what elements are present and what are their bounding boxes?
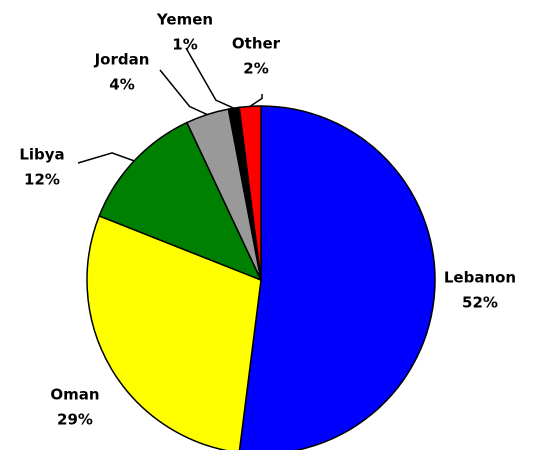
category-label: Jordan xyxy=(94,51,150,69)
pie-slice xyxy=(238,105,436,450)
leader-line xyxy=(159,69,208,116)
pie-slice xyxy=(86,214,262,450)
leader-line xyxy=(249,93,263,107)
category-label: Yemen xyxy=(156,11,213,29)
category-label: Libya xyxy=(19,146,64,164)
category-label: Lebanon xyxy=(444,269,516,287)
value-label: 2% xyxy=(243,60,268,78)
category-label: Other xyxy=(232,35,281,53)
leader-line xyxy=(185,47,235,109)
value-label: 52% xyxy=(462,294,498,312)
value-label: 12% xyxy=(24,171,60,189)
category-label: Oman xyxy=(50,386,99,404)
value-label: 4% xyxy=(109,76,134,94)
leader-line xyxy=(77,152,135,164)
value-label: 29% xyxy=(57,411,93,429)
value-label: 1% xyxy=(172,36,197,54)
